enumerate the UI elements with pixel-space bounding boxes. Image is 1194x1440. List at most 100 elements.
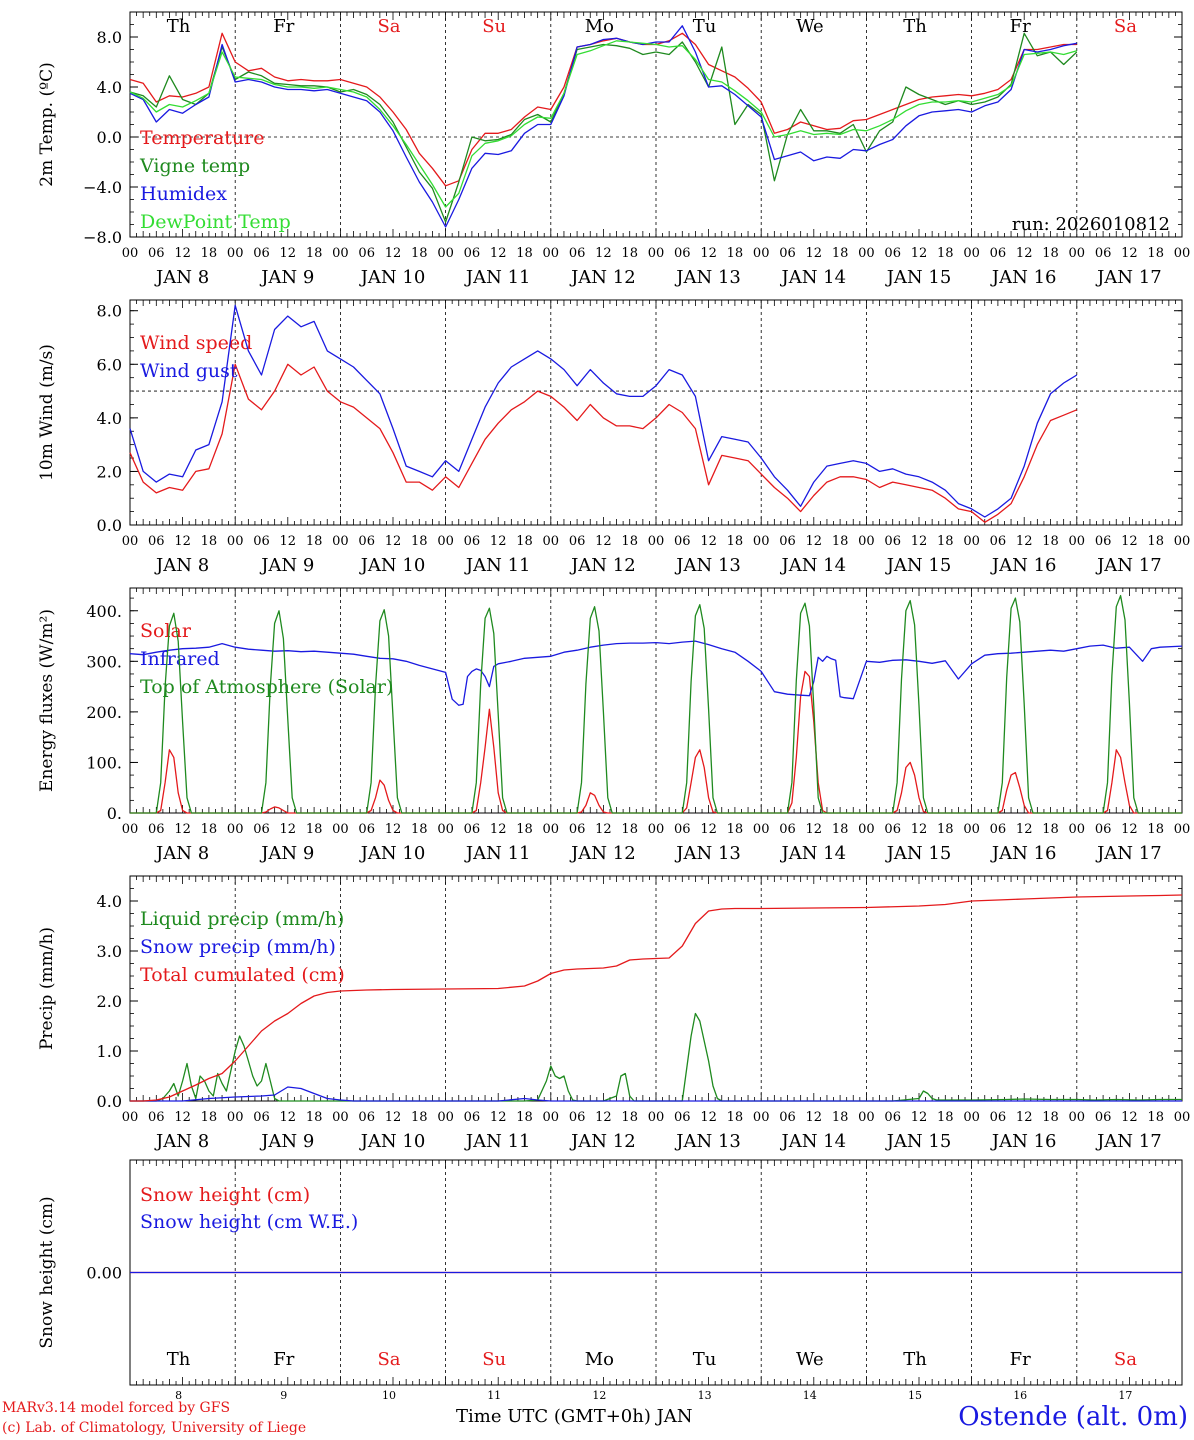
panel-0-date-label: JAN 11 [464, 267, 531, 288]
panel-3-hour-label: 06 [779, 1110, 796, 1125]
panel-0-day-name: Sa [1114, 16, 1137, 37]
panel-1-hour-label: 00 [437, 534, 454, 549]
panel-1-hour-label: 18 [411, 534, 428, 549]
panel-3-hour-label: 12 [385, 1110, 402, 1125]
panel-4-legend-1: Snow height (cm W.E.) [140, 1211, 358, 1233]
panel-0-hour-label: 18 [621, 246, 638, 261]
panel-0-date-label: JAN 9 [259, 267, 314, 288]
panel-0-hour-label: 06 [990, 246, 1007, 261]
panel-1-date-label: JAN 13 [674, 555, 741, 576]
panel-1-hour-label: 12 [385, 534, 402, 549]
panel-3-hour-label: 00 [543, 1110, 560, 1125]
panel-3-hour-label: 18 [727, 1110, 744, 1125]
panel-4-legend-0: Snow height (cm) [140, 1184, 310, 1206]
panel-3-date-label: JAN 9 [259, 1131, 314, 1152]
panel-2-hour-label: 06 [253, 822, 270, 837]
panel-2-hour-label: 18 [727, 822, 744, 837]
panel-1-frame [129, 299, 1183, 526]
panel-0-date-label: JAN 13 [674, 267, 741, 288]
panel-1-date-label: JAN 8 [154, 555, 209, 576]
panel-2-ytick-label: 400. [86, 602, 122, 621]
panel-0-day-name: Fr [273, 16, 294, 37]
panel-2-hour-label: 12 [385, 822, 402, 837]
panel-3-ytick-label: 2.0 [97, 992, 122, 1011]
panel-3-hour-label: 00 [858, 1110, 875, 1125]
panel-0-series-temperature [129, 32, 1077, 187]
panel-1-hour-label: 00 [1069, 534, 1086, 549]
panel-4-day-name: Su [482, 1349, 506, 1370]
panel-0-day-name: Mo [585, 16, 614, 37]
panel-2-ylabel: Energy fluxes (W/m²) [37, 609, 57, 792]
panel-1-hour-label: 00 [543, 534, 560, 549]
panel-1-hour-label: 18 [201, 534, 218, 549]
panel-3-hour-label: 06 [253, 1110, 270, 1125]
panel-3-date-label: JAN 10 [359, 1131, 426, 1152]
panel-2-date-label: JAN 10 [359, 843, 426, 864]
panel-1-hour-label: 18 [621, 534, 638, 549]
panel-0-hour-label: 00 [122, 246, 139, 261]
panel-0-ytick-label: 4.0 [97, 78, 122, 97]
panel-0-day-name: Sa [377, 16, 400, 37]
panel-1-date-label: JAN 16 [990, 555, 1057, 576]
panel-2-date-label: JAN 14 [780, 843, 847, 864]
panel-0-hour-label: 12 [911, 246, 928, 261]
panel-1-hour-label: 12 [174, 534, 191, 549]
panel-0-hour-label: 06 [253, 246, 270, 261]
panel-3-hour-label: 06 [569, 1110, 586, 1125]
panel-2-hour-label: 06 [674, 822, 691, 837]
panel-0-series-dewpoint-temp [129, 40, 1077, 208]
panel-3-hour-label: 12 [174, 1110, 191, 1125]
panel-2-hour-label: 00 [858, 822, 875, 837]
panel-3-ytick-label: 1.0 [97, 1042, 122, 1061]
panel-0-hour-label: 06 [464, 246, 481, 261]
panel-0-ylabel: 2m Temp. (ºC) [37, 62, 57, 187]
panel-2-hour-label: 06 [884, 822, 901, 837]
panel-4-day-number: 8 [175, 1389, 182, 1402]
panel-2-date-label: JAN 8 [154, 843, 209, 864]
panel-2-hour-label: 18 [1147, 822, 1164, 837]
lab-credit: (c) Lab. of Climatology, University of L… [2, 1420, 307, 1436]
panel-1-series-wind-speed [129, 363, 1078, 523]
panel-1-hour-label: 12 [490, 534, 507, 549]
panel-4-day-number: 12 [592, 1389, 606, 1402]
model-credit: MARv3.14 model forced by GFS [2, 1400, 231, 1416]
panel-3-hour-label: 00 [227, 1110, 244, 1125]
panel-1-hour-label: 06 [569, 534, 586, 549]
panel-1-hour-label: 06 [990, 534, 1007, 549]
panel-2-hour-label: 06 [779, 822, 796, 837]
panel-3-hour-label: 18 [621, 1110, 638, 1125]
panel-4-day-name: Th [167, 1349, 191, 1370]
panel-0-day-name: Tu [693, 16, 717, 37]
panel-3-hour-label: 12 [280, 1110, 297, 1125]
panel-4-day-name: Sa [1114, 1349, 1137, 1370]
panel-0-ytick-label: 8.0 [97, 28, 122, 47]
panel-0-hour-label: 00 [648, 246, 665, 261]
panel-3-hour-label: 18 [201, 1110, 218, 1125]
panel-2-hour-label: 00 [648, 822, 665, 837]
panel-4-day-number: 9 [280, 1389, 287, 1402]
panel-3-hour-label: 18 [937, 1110, 954, 1125]
panel-1-date-label: JAN 11 [464, 555, 531, 576]
panel-3-hour-label: 00 [753, 1110, 770, 1125]
panel-0-hour-label: 06 [1095, 246, 1112, 261]
panel-2-hour-label: 18 [621, 822, 638, 837]
panel-1-ytick-label: 4.0 [97, 409, 122, 428]
panel-2-hour-label: 06 [464, 822, 481, 837]
panel-0-ytick-label: 0.0 [97, 128, 122, 147]
panel-0-hour-label: 12 [280, 246, 297, 261]
panel-0-hour-label: 18 [727, 246, 744, 261]
panel-3-date-label: JAN 13 [674, 1131, 741, 1152]
panel-1-series-wind-gust [129, 304, 1078, 518]
panel-2-hour-label: 00 [122, 822, 139, 837]
panel-3-date-label: JAN 8 [154, 1131, 209, 1152]
panel-1-hour-label: 12 [1121, 534, 1138, 549]
panel-2-date-label: JAN 16 [990, 843, 1057, 864]
panel-3-hour-label: 12 [700, 1110, 717, 1125]
panel-3-hour-label: 12 [1016, 1110, 1033, 1125]
panel-3-hour-label: 06 [358, 1110, 375, 1125]
panel-3-hour-label: 06 [148, 1110, 165, 1125]
panel-2-hour-label: 12 [280, 822, 297, 837]
panel-2-hour-label: 00 [1174, 822, 1191, 837]
station-name: Ostende (alt. 0m) [958, 1402, 1188, 1432]
